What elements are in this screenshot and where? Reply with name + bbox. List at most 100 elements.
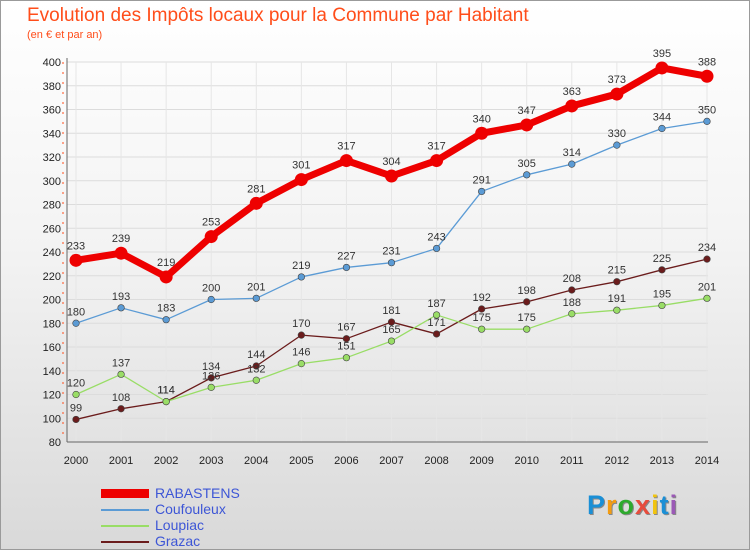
point-loupiac-2006 (342, 354, 351, 362)
data-label-coufouleux-2001: 193 (112, 291, 130, 303)
data-label-rabastens-2001: 239 (112, 233, 130, 245)
x-tick-label-2011: 2011 (560, 455, 584, 467)
legend-item-coufouleux: Coufouleux (101, 501, 321, 517)
data-label-coufouleux-2002: 183 (157, 303, 175, 315)
data-label-rabastens-2009: 340 (472, 113, 490, 125)
y-tick-labels: 80 100 120 140 160 180 200 220 240 260 280 300 320 34… (43, 57, 61, 449)
point-grazac-2004 (252, 362, 260, 370)
point-coufouleux-2002 (162, 316, 170, 324)
x-tick-label-2006: 2006 (334, 455, 358, 467)
data-label-loupiac-2009: 175 (472, 312, 490, 324)
data-label-grazac-2011: 208 (563, 273, 581, 285)
point-rabastens-2000 (69, 253, 83, 267)
x-tick-label-2010: 2010 (514, 455, 538, 467)
legend-item-loupiac: Loupiac (101, 517, 321, 533)
point-coufouleux-2007 (387, 259, 396, 267)
y-tick-label-340: 340 (43, 128, 61, 140)
y-tick-label-200: 200 (43, 295, 61, 307)
data-label-loupiac-2002: 114 (157, 385, 175, 397)
point-loupiac-2000 (72, 390, 80, 399)
data-label-coufouleux-2004: 201 (247, 281, 265, 293)
y-tick-label-100: 100 (43, 413, 61, 425)
point-grazac-2009 (478, 305, 486, 313)
logo-letter: i (669, 490, 679, 520)
point-loupiac-2013 (658, 301, 666, 310)
point-loupiac-2007 (387, 337, 396, 345)
data-label-coufouleux-2011: 314 (563, 147, 581, 159)
point-rabastens-2011 (565, 99, 579, 113)
point-rabastens-2002 (159, 270, 173, 284)
point-grazac-2006 (342, 335, 351, 343)
point-coufouleux-2000 (72, 319, 80, 327)
point-rabastens-2013 (655, 61, 669, 75)
point-coufouleux-2006 (342, 263, 351, 272)
data-label-rabastens-2014: 388 (698, 56, 716, 68)
point-coufouleux-2011 (568, 160, 576, 168)
data-label-rabastens-2012: 373 (608, 74, 626, 86)
point-loupiac-2008 (432, 311, 441, 319)
logo-letter: r (606, 490, 618, 520)
point-coufouleux-2010 (523, 171, 531, 179)
legend: RABASTENS Coufouleux Loupiac Grazac (101, 485, 321, 549)
data-label-coufouleux-2000: 180 (67, 306, 85, 318)
legend-label-grazac: Grazac (155, 533, 201, 549)
data-label-loupiac-2004: 132 (247, 363, 265, 375)
point-coufouleux-2008 (432, 244, 441, 253)
point-rabastens-2005 (294, 173, 308, 187)
grid-lines (67, 61, 708, 443)
y-tick-label-280: 280 (43, 200, 61, 212)
data-labels: 99 108 114 134 144 170 167 181 171 192 198 208 215 22… (67, 48, 716, 415)
legend-item-grazac: Grazac (101, 533, 321, 549)
x-tick-label-2014: 2014 (695, 455, 719, 467)
data-label-grazac-2014: 234 (698, 242, 716, 254)
x-tick-label-2005: 2005 (289, 455, 313, 467)
data-label-loupiac-2007: 165 (382, 324, 400, 336)
data-label-grazac-2013: 225 (653, 253, 671, 265)
data-label-coufouleux-2007: 231 (382, 246, 400, 258)
data-label-coufouleux-2010: 305 (518, 158, 536, 170)
point-grazac-2000 (72, 415, 80, 424)
y-tick-label-140: 140 (43, 366, 61, 378)
data-points (69, 61, 714, 424)
data-label-loupiac-2012: 191 (608, 293, 626, 305)
chart-title: Evolution des Impôts locaux pour la Comm… (27, 5, 529, 26)
point-rabastens-2012 (610, 87, 624, 101)
data-label-loupiac-2003: 126 (202, 370, 220, 382)
point-rabastens-2010 (520, 118, 534, 132)
y-tick-label-240: 240 (43, 247, 61, 259)
x-tick-label-2008: 2008 (424, 455, 448, 467)
data-label-loupiac-2013: 195 (653, 288, 671, 300)
axes (62, 58, 708, 443)
logo-letter: x (635, 490, 652, 520)
data-label-rabastens-2007: 304 (382, 156, 400, 168)
point-rabastens-2004 (249, 196, 263, 210)
point-loupiac-2002 (162, 398, 170, 406)
x-tick-label-2013: 2013 (650, 455, 674, 467)
logo-letter: t (659, 490, 670, 520)
point-coufouleux-2009 (478, 187, 486, 196)
y-tick-label-360: 360 (43, 105, 61, 117)
logo-letter: P (587, 490, 607, 520)
data-label-loupiac-2001: 137 (112, 357, 130, 369)
point-grazac-2011 (568, 286, 576, 294)
data-label-grazac-2005: 170 (292, 318, 310, 330)
data-label-grazac-2007: 181 (382, 305, 400, 317)
data-label-grazac-2008: 171 (427, 317, 445, 329)
data-label-grazac-2010: 198 (518, 285, 536, 297)
data-label-coufouleux-2003: 200 (202, 283, 220, 295)
data-label-grazac-2006: 167 (337, 322, 355, 334)
data-label-rabastens-2011: 363 (563, 86, 581, 98)
legend-swatch-rabastens (101, 489, 149, 498)
data-label-coufouleux-2005: 219 (292, 260, 310, 272)
data-label-loupiac-2006: 151 (337, 341, 355, 353)
point-grazac-2012 (613, 278, 621, 286)
data-label-loupiac-2000: 120 (67, 378, 85, 390)
point-grazac-2010 (523, 298, 531, 306)
logo-letter: i (651, 490, 660, 520)
data-label-loupiac-2014: 201 (698, 281, 716, 293)
data-label-rabastens-2004: 281 (247, 183, 265, 195)
chart-subtitle: (en € et par an) (27, 29, 103, 41)
point-rabastens-2003 (204, 230, 218, 244)
x-tick-label-2001: 2001 (109, 455, 133, 467)
point-rabastens-2009 (475, 126, 489, 140)
